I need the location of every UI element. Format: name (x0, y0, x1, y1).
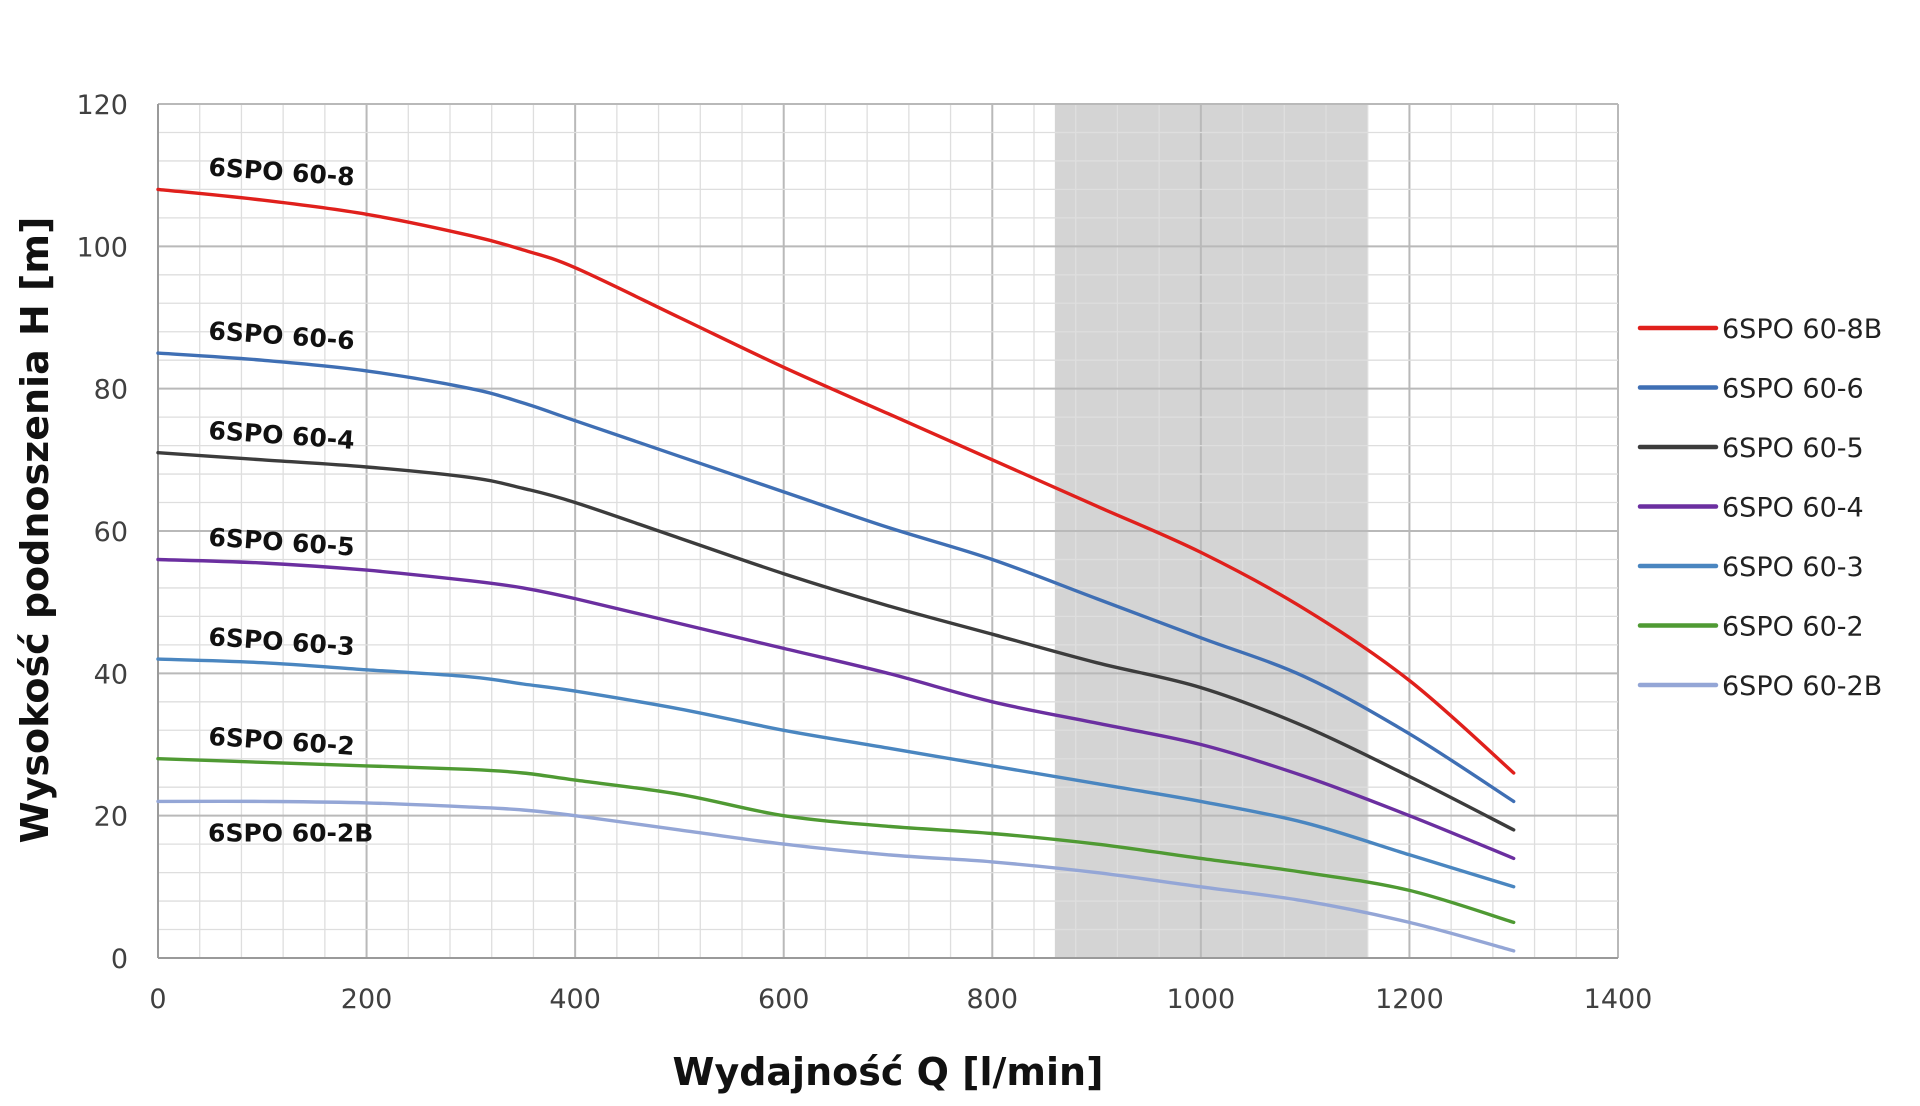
x-axis-title: Wydajność Q [l/min] (673, 1050, 1104, 1094)
y-tick-label: 60 (94, 517, 128, 548)
x-tick-label: 1000 (1166, 984, 1235, 1015)
y-axis-title: Wysokość podnoszenia H [m] (13, 217, 57, 844)
legend-label: 6SPO 60-2B (1722, 671, 1882, 702)
legend-label: 6SPO 60-8B (1722, 314, 1882, 345)
series-line-6spo-60-2 (156, 757, 1516, 925)
axes: 0 200 400 600 800 1000 1200 1400 0 20 40 60 80 100 120 (76, 90, 1652, 1015)
series-line-6spo-60-2b (156, 799, 1516, 953)
y-tick-label: 100 (76, 232, 128, 263)
legend: 6SPO 60-8B 6SPO 60-6 6SPO 60-5 6SPO 60-4 6SP… (1637, 314, 1882, 702)
series-line-6spo-60-8b (156, 187, 1516, 775)
legend-label: 6SPO 60-2 (1722, 612, 1864, 643)
series-line-6spo-60-6 (156, 351, 1516, 804)
curve-label: 6SPO 60-6 (208, 316, 356, 355)
y-tick-label: 120 (76, 90, 128, 121)
legend-label: 6SPO 60-3 (1722, 552, 1864, 583)
y-tick-label: 80 (94, 375, 128, 406)
x-tick-label: 1200 (1375, 984, 1444, 1015)
x-tick-label: 1400 (1584, 984, 1653, 1015)
y-tick-label: 20 (94, 802, 128, 833)
series-line-6spo-60-4 (156, 557, 1516, 861)
curve-label: 6SPO 60-8 (208, 152, 356, 191)
curve-label: 6SPO 60-3 (208, 622, 356, 661)
series-lines (156, 187, 1516, 953)
series-line-6spo-60-5 (156, 451, 1516, 832)
x-tick-label: 0 (149, 984, 166, 1015)
x-tick-label: 200 (341, 984, 393, 1015)
y-tick-label: 0 (111, 944, 128, 975)
x-tick-label: 600 (758, 984, 810, 1015)
y-tick-label: 40 (94, 659, 128, 690)
curve-labels: 6SPO 60-8 6SPO 60-6 6SPO 60-4 6SPO 60-5 6SPO… (208, 152, 374, 847)
x-tick-label: 800 (967, 984, 1019, 1015)
grid (157, 103, 1619, 959)
curve-label: 6SPO 60-2B (208, 818, 373, 847)
series-line-6spo-60-3 (156, 657, 1516, 889)
x-tick-label: 400 (549, 984, 601, 1015)
curve-label: 6SPO 60-4 (208, 416, 356, 455)
legend-label: 6SPO 60-6 (1722, 374, 1864, 405)
curve-label: 6SPO 60-2 (208, 722, 356, 761)
legend-label: 6SPO 60-4 (1722, 493, 1864, 524)
curve-label: 6SPO 60-5 (208, 523, 356, 562)
legend-label: 6SPO 60-5 (1722, 433, 1864, 464)
